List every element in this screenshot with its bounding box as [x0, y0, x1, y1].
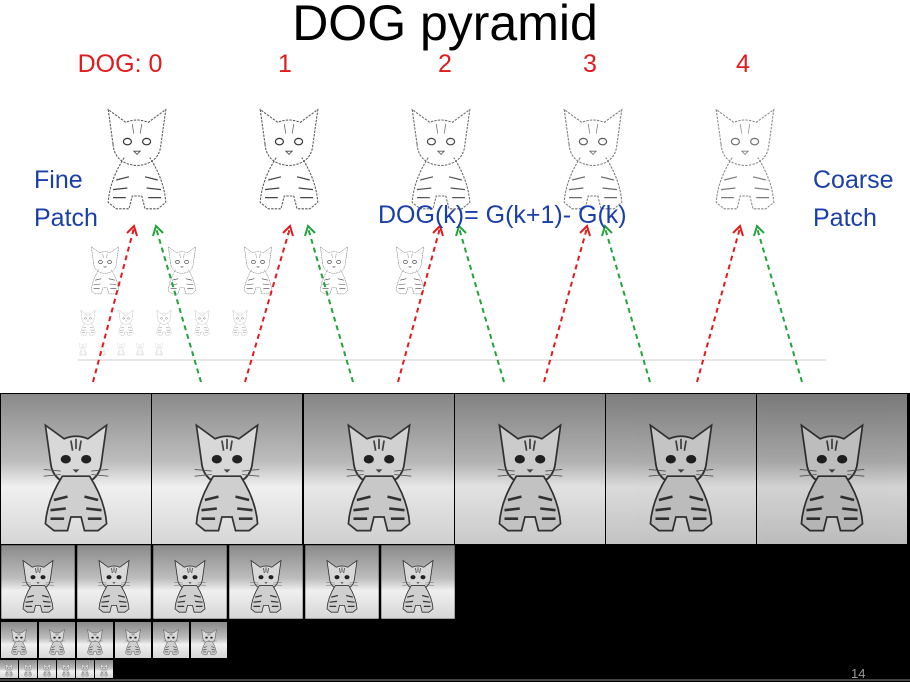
page-number: 14 [851, 666, 866, 681]
gaussian-image [1, 394, 151, 544]
page-title: DOG pyramid [292, 0, 598, 51]
green-arrow [458, 227, 505, 383]
arrows [92, 227, 803, 383]
red-arrowhead [282, 224, 294, 237]
gaussian-image [152, 394, 302, 544]
dog-level-1 [91, 246, 424, 295]
dog-label-3: 3 [583, 50, 597, 78]
dog-image [715, 108, 775, 210]
gaussian-image [1, 622, 37, 658]
gaussian-image [77, 622, 113, 658]
fine-patch-label: Fine Patch [34, 166, 98, 232]
dog-image [232, 310, 248, 336]
green-arrowhead [601, 224, 613, 237]
dog-image [107, 108, 167, 210]
green-arrowhead [455, 224, 467, 237]
gaussian-image [606, 394, 756, 544]
dog-image [136, 343, 144, 356]
red-arrowhead [579, 224, 591, 237]
gaussian-image [757, 394, 907, 544]
dog-image [259, 108, 319, 210]
green-arrowhead [152, 224, 164, 237]
dog-image [411, 108, 471, 210]
dog-image [563, 108, 623, 210]
dog-label-4: 4 [736, 50, 750, 78]
dog-image [80, 310, 96, 336]
red-arrow [397, 227, 441, 383]
red-arrow [696, 227, 741, 383]
red-arrow [244, 227, 291, 383]
dog-level-0 [107, 108, 775, 210]
dog-image [156, 310, 172, 336]
red-arrowhead [732, 224, 744, 237]
gaussian-image [39, 622, 75, 658]
dog-image [91, 246, 119, 295]
dog-image [396, 246, 424, 295]
green-arrowhead [304, 224, 316, 237]
gaussian-image [153, 622, 189, 658]
green-arrowhead [753, 224, 765, 237]
dog-formula: DOG(k)= G(k+1)- G(k) [378, 201, 627, 229]
dog-label-0: DOG: 0 [77, 50, 163, 78]
green-arrow [756, 227, 803, 383]
gaussian-image [77, 545, 151, 619]
gaussian-image [0, 660, 18, 678]
coarse-patch-label: Coarse Patch [813, 166, 894, 232]
red-arrows [92, 227, 741, 383]
dog-image [79, 343, 87, 356]
gaussian-image [19, 660, 37, 678]
gaussian-image [153, 545, 227, 619]
red-arrow [543, 227, 588, 383]
gaussian-image [455, 394, 605, 544]
dog-label-1: 1 [278, 50, 292, 78]
red-arrow [92, 227, 135, 383]
gaussian-image [381, 545, 455, 619]
dog-image [155, 343, 163, 356]
dog-level-3 [79, 343, 163, 356]
gaussian-level-0 [1, 394, 907, 544]
gaussian-image [76, 660, 94, 678]
gaussian-image [229, 545, 303, 619]
dog-label-2: 2 [438, 50, 452, 78]
gaussian-image [57, 660, 75, 678]
green-arrow [604, 227, 651, 383]
gaussian-image [95, 660, 113, 678]
green-arrow [307, 227, 354, 383]
dog-image [194, 310, 210, 336]
dog-image [118, 310, 134, 336]
green-arrow [155, 227, 202, 383]
arrowheads [126, 224, 765, 237]
dog-level-2 [80, 310, 248, 336]
gaussian-image [1, 545, 75, 619]
green-arrows [155, 227, 803, 383]
gaussian-image [305, 545, 379, 619]
gaussian-image [304, 394, 454, 544]
gaussian-image [115, 622, 151, 658]
gaussian-image [191, 622, 227, 658]
dog-image [244, 246, 272, 295]
dog-image [117, 343, 125, 356]
red-arrowhead [126, 224, 138, 237]
gaussian-image [38, 660, 56, 678]
red-arrowhead [432, 224, 444, 237]
